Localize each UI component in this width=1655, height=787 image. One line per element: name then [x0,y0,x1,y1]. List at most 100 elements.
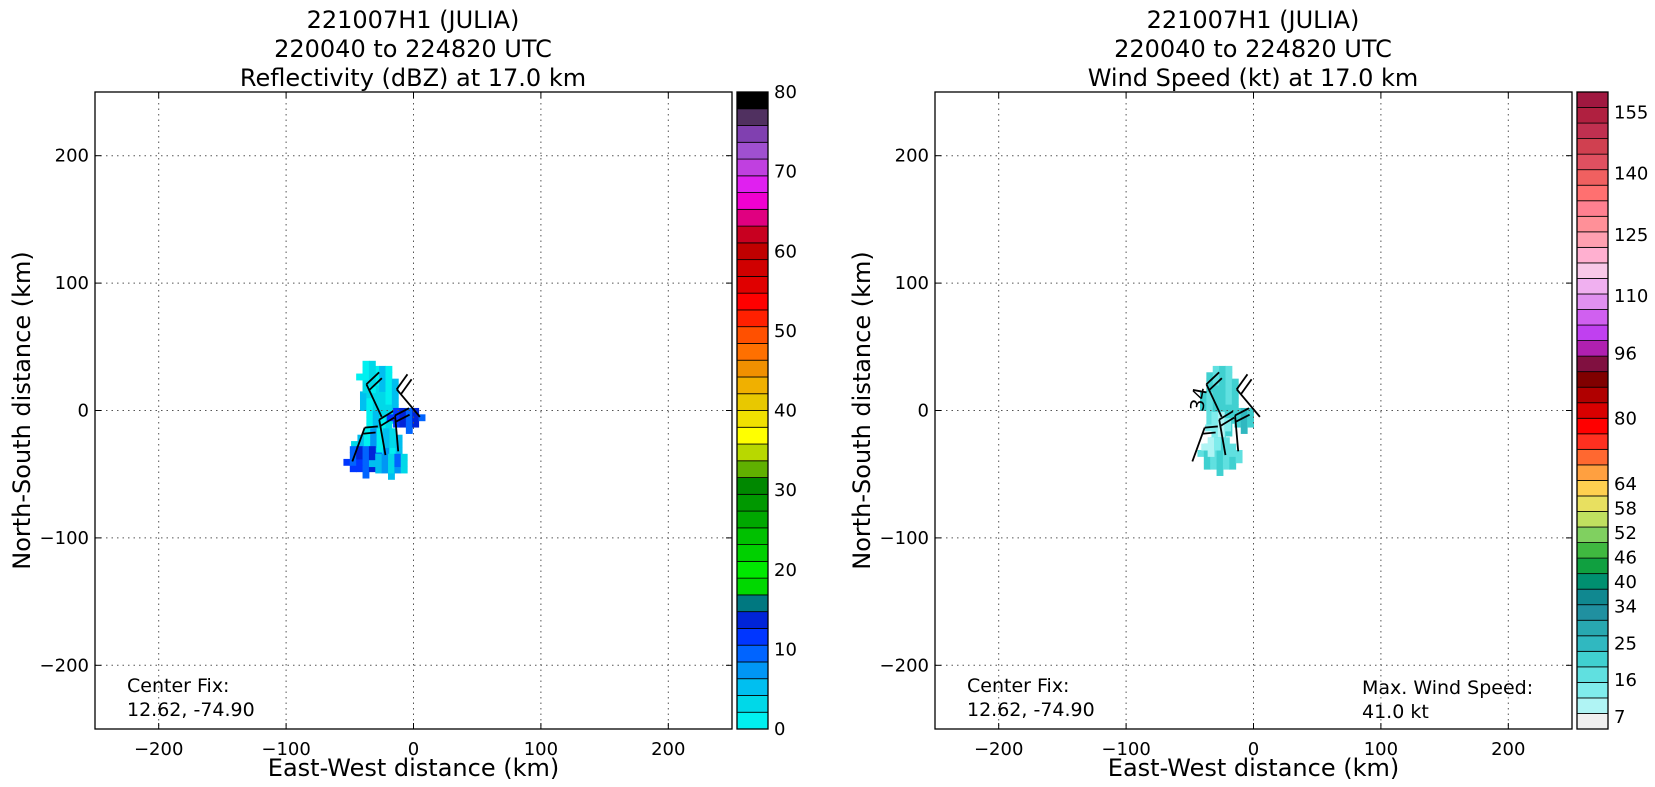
data-cell [385,378,393,386]
data-cell [1203,449,1211,457]
data-cell [379,410,386,418]
colorbar-tick-label: 30 [774,480,797,501]
y-tick-label: −100 [40,528,89,549]
data-cell [1203,462,1211,470]
data-field [1197,365,1254,476]
data-cell [1210,456,1218,464]
y-tick-label: −200 [40,655,89,676]
data-cell [1206,416,1214,424]
data-cell [1206,372,1214,380]
data-cell [1231,391,1239,399]
y-tick-label: −100 [880,528,929,549]
data-cell [372,397,380,405]
colorbar-segment [1576,340,1609,357]
data-cell [376,428,384,436]
colorbar-segment [1576,386,1609,404]
data-cell [405,427,413,434]
data-cell [394,453,402,461]
data-cell [357,441,365,448]
data-cell [1207,449,1215,457]
data-cell [394,466,402,474]
data-cell [372,365,380,373]
colorbar-segment [1576,433,1609,450]
data-cell [1225,397,1233,405]
data-cell [1234,420,1242,428]
colorbar-segment [736,326,769,344]
data-cell [385,397,393,405]
colorbar-tick-label: 40 [774,401,797,422]
data-cell [1216,456,1224,464]
x-tick-label: 100 [524,739,558,760]
data-cell [389,434,397,442]
data-cell [1225,372,1233,380]
x-tick-label: −100 [261,739,310,760]
colorbar-segment [736,611,769,629]
colorbar-tick-label: 40 [1614,572,1637,593]
data-cell [1206,391,1214,399]
colorbar-segment [1576,278,1609,295]
data-cell [1219,365,1226,373]
data-cell [1234,414,1242,422]
data-cell [382,447,390,455]
data-cell [1225,385,1233,392]
data-cell [388,472,395,480]
data-cell [1231,397,1239,405]
data-cell [1211,430,1219,438]
y-tick-label: 0 [918,401,929,422]
data-cell [1211,411,1219,419]
colorbar-segment [1576,619,1609,637]
data-cell [359,397,367,405]
colorbar-tick-label: 125 [1614,225,1648,246]
data-cell [1229,449,1237,457]
chart-title-line: Wind Speed (kt) at 17.0 km [1088,64,1419,92]
data-cell [1219,372,1226,380]
data-cell [393,407,400,415]
data-cell [362,367,370,375]
colorbar-tick-label: 25 [1614,633,1637,654]
data-cell [370,434,378,442]
data-cell [366,416,374,424]
data-cell [405,414,413,422]
colorbar-segment [736,141,769,160]
colorbar-segment [1576,417,1609,435]
colorbar-segment [1576,713,1609,730]
x-tick-label: 100 [1364,739,1398,760]
colorbar-segment [736,678,769,696]
data-cell [1240,427,1248,434]
data-cell [1212,365,1220,373]
colorbar-segment [736,259,769,277]
data-cell [376,447,384,455]
data-cell [1212,404,1220,411]
x-tick-label: −100 [1101,739,1150,760]
data-cell [356,446,364,454]
colorbar-segment [1576,495,1609,512]
data-cell [1207,437,1215,445]
data-cell [1222,443,1230,451]
data-cell [1219,378,1226,386]
colorbar-segment [736,695,769,713]
data-cell [1235,449,1243,457]
data-cell [1231,404,1239,411]
colorbar-tick-label: 16 [1614,670,1637,691]
colorbar-segment [736,309,769,328]
y-axis-label: North-South distance (km) [848,251,876,570]
data-cell [1207,443,1215,451]
colorbar-segment [1576,681,1609,699]
colorbar-segment [1576,588,1609,606]
data-cell [368,367,376,375]
data-cell [379,416,386,424]
colorbar-segment [736,108,769,126]
data-cell [1225,378,1233,386]
data-cell [368,452,376,460]
colorbar-segment [1576,464,1609,481]
data-cell [1212,391,1220,399]
wind-barb [394,407,410,452]
data-cell [362,452,370,460]
colorbar-segment [1576,153,1609,171]
colorbar-segment [736,628,769,646]
data-cell [389,428,397,436]
colorbar-segment [1576,122,1609,140]
wind-barb [1218,410,1235,456]
colorbar-segment [1576,604,1609,621]
